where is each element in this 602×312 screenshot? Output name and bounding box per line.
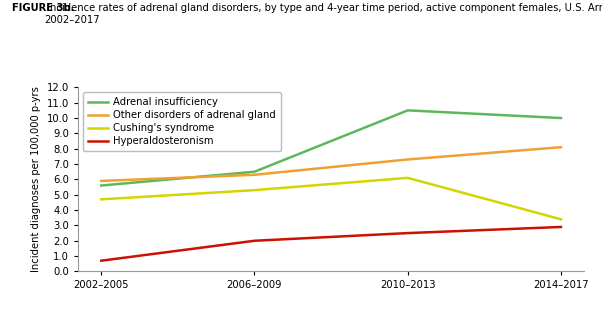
Line: Cushing's syndrome: Cushing's syndrome [101, 178, 561, 219]
Adrenal insufficiency [98, 184, 105, 188]
Hyperaldosteronism [404, 231, 411, 235]
Adrenal insufficiency [251, 170, 258, 173]
Cushing's syndrome [557, 217, 565, 221]
Other disorders of adrenal gland [251, 173, 258, 177]
Text: Incidence rates of adrenal gland disorders, by type and 4-year time period, acti: Incidence rates of adrenal gland disorde… [45, 3, 602, 25]
Line: Other disorders of adrenal gland: Other disorders of adrenal gland [101, 147, 561, 181]
Other disorders of adrenal gland [557, 145, 565, 149]
Hyperaldosteronism [557, 225, 565, 229]
Other disorders of adrenal gland [98, 179, 105, 183]
Hyperaldosteronism [98, 259, 105, 263]
Adrenal insufficiency [557, 116, 565, 120]
Line: Adrenal insufficiency: Adrenal insufficiency [101, 110, 561, 186]
Adrenal insufficiency [404, 109, 411, 112]
Hyperaldosteronism [251, 239, 258, 243]
Text: FIGURE 3b.: FIGURE 3b. [12, 3, 75, 13]
Line: Hyperaldosteronism: Hyperaldosteronism [101, 227, 561, 261]
Other disorders of adrenal gland [404, 158, 411, 161]
Y-axis label: Incident diagnoses per 100,000 p-yrs: Incident diagnoses per 100,000 p-yrs [31, 86, 42, 272]
Cushing's syndrome [251, 188, 258, 192]
Cushing's syndrome [404, 176, 411, 180]
Cushing's syndrome [98, 197, 105, 201]
Legend: Adrenal insufficiency, Other disorders of adrenal gland, Cushing's syndrome, Hyp: Adrenal insufficiency, Other disorders o… [83, 92, 281, 151]
